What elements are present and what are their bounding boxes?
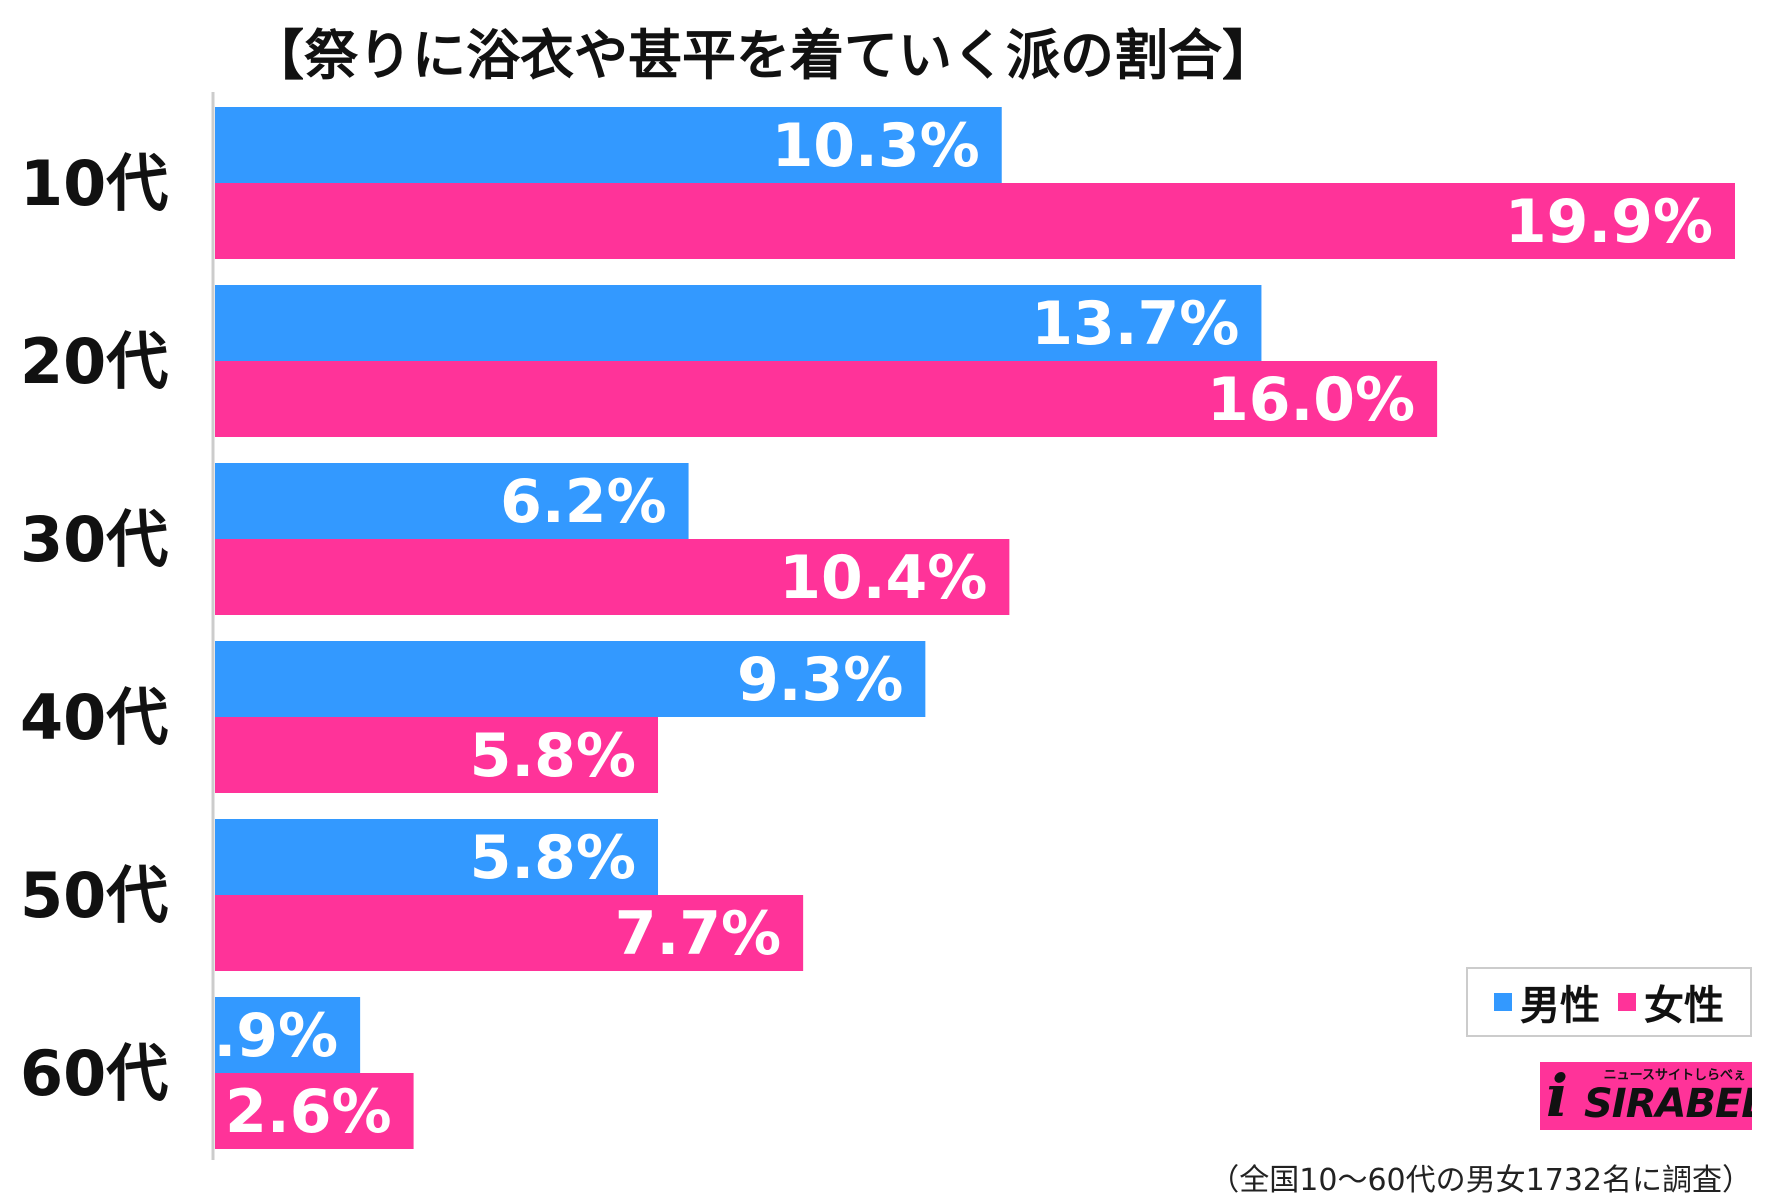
bar-male <box>215 463 689 539</box>
legend-swatch-male <box>1494 993 1512 1011</box>
bar-female <box>215 183 1735 259</box>
category-label: 30代 <box>20 503 168 576</box>
category-label: 60代 <box>20 1037 168 1110</box>
footnote: （全国10〜60代の男女1732名に調査） <box>1209 1163 1752 1198</box>
data-labels: 10.3% 19.9% 13.7%16.0% 6.2% 10.4% 9.3% 5.8% 5.8… <box>172 111 1713 1147</box>
bar-male <box>215 819 659 895</box>
legend: 男性 女性 <box>1466 967 1752 1037</box>
data-label: 5.8% <box>470 823 636 893</box>
bars-group <box>215 107 1735 1149</box>
legend-item-female: 女性 <box>1618 973 1724 1031</box>
logo-mark: i <box>1546 1062 1569 1130</box>
category-label: 50代 <box>20 859 168 932</box>
bar-female <box>215 539 1010 615</box>
data-label: 19.9% <box>1505 187 1713 257</box>
data-label: 1.9% <box>172 1001 338 1071</box>
data-label: 10.4% <box>779 543 987 613</box>
logo-wordmark: SIRABEE <box>1584 1081 1752 1127</box>
bar-male <box>215 641 926 717</box>
bar-female <box>215 895 804 971</box>
bar-female <box>215 717 659 793</box>
bar-female <box>215 1073 414 1149</box>
sirabee-logo: ニュースサイトしらべぇ i SIRABEE <box>1540 1062 1752 1130</box>
category-label: 40代 <box>20 681 168 754</box>
category-label: 10代 <box>20 147 168 220</box>
category-label: 20代 <box>20 325 168 398</box>
legend-swatch-female <box>1618 993 1636 1011</box>
bar-male <box>215 997 361 1073</box>
data-label: 16.0% <box>1207 365 1415 435</box>
data-label: 6.2% <box>500 467 666 537</box>
data-label: 7.7% <box>615 899 781 969</box>
chart-title: 【祭りに浴衣や甚平を着ていく派の割合】 <box>250 24 1276 87</box>
bar-male <box>215 107 1002 183</box>
legend-label-male: 男性 <box>1520 983 1600 1029</box>
legend-label-female: 女性 <box>1644 983 1724 1029</box>
data-label: 5.8% <box>470 721 636 791</box>
bar-male <box>215 285 1262 361</box>
logo-tagline: ニュースサイトしらべぇ <box>1603 1068 1746 1083</box>
bar-female <box>215 361 1438 437</box>
category-labels: 10代 20代 30代 40代 50代 60代 <box>20 147 168 1110</box>
legend-item-male: 男性 <box>1494 973 1600 1031</box>
data-label: 13.7% <box>1031 289 1239 359</box>
data-label: 10.3% <box>772 111 980 181</box>
data-label: 2.6% <box>225 1077 391 1147</box>
data-label: 9.3% <box>737 645 903 715</box>
